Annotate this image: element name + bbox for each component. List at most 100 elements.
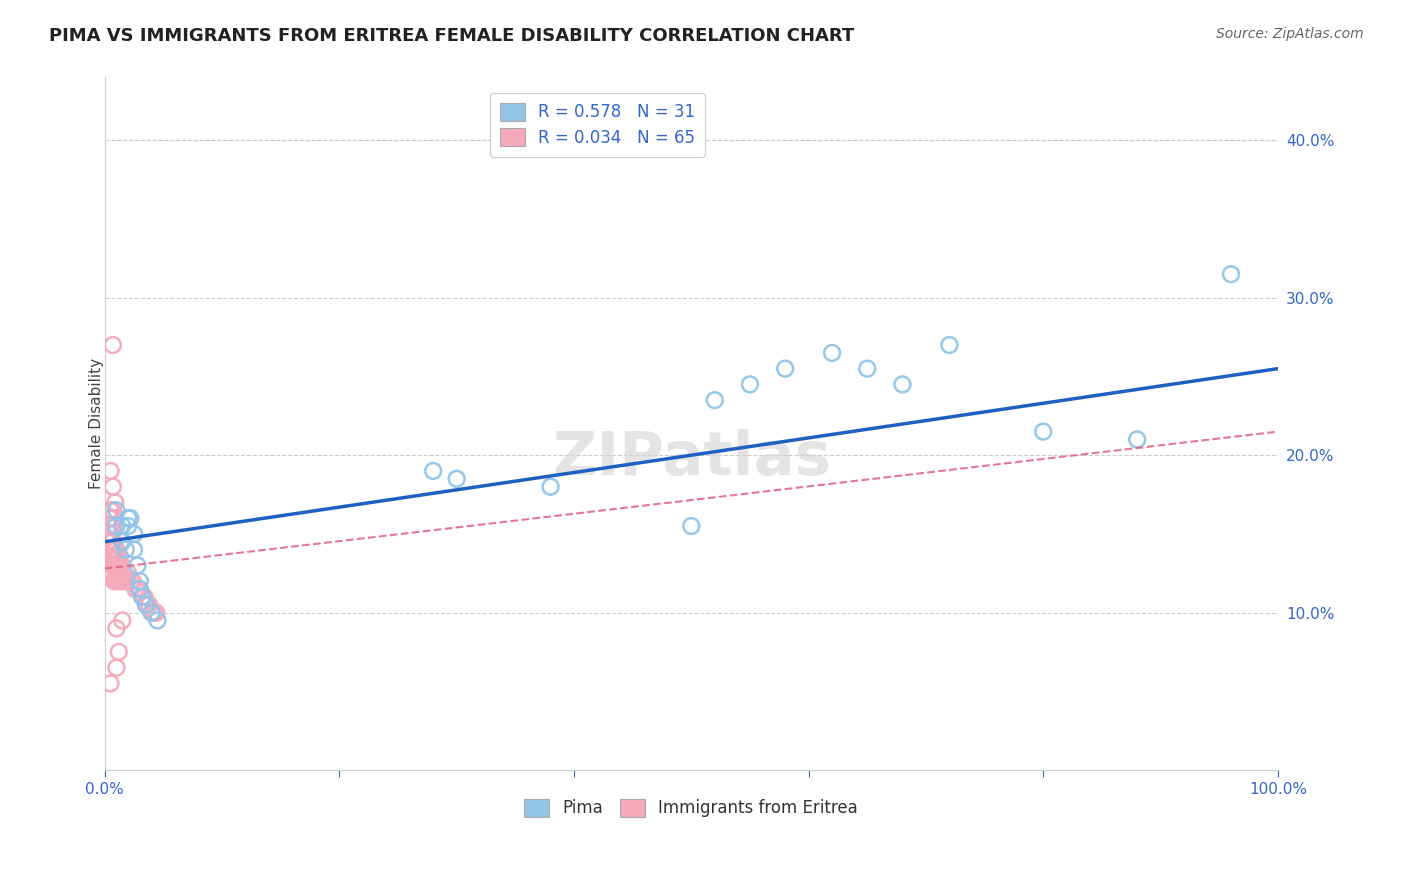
Point: [107, 566, 129, 581]
Point: [101, 550, 124, 565]
Point: [100, 503, 122, 517]
Point: [135, 598, 157, 612]
Point: [100, 511, 122, 525]
Point: [103, 542, 125, 557]
Point: [104, 558, 127, 573]
Point: [107, 645, 129, 659]
Point: [446, 472, 468, 486]
Point: [112, 566, 135, 581]
Point: [97, 550, 120, 565]
Point: [1126, 433, 1149, 447]
Point: [127, 582, 149, 596]
Point: [104, 542, 127, 557]
Point: [681, 519, 703, 533]
Point: [103, 558, 125, 573]
Point: [101, 534, 124, 549]
Point: [100, 550, 122, 565]
Point: [105, 503, 128, 517]
Point: [128, 582, 150, 596]
Point: [128, 582, 150, 596]
Point: [142, 606, 165, 620]
Point: [100, 542, 122, 557]
Point: [103, 574, 125, 588]
Point: [96, 534, 118, 549]
Point: [100, 534, 122, 549]
Point: [120, 574, 142, 588]
Point: [122, 542, 145, 557]
Point: [121, 574, 143, 588]
Point: [703, 393, 725, 408]
Point: [104, 574, 127, 588]
Point: [111, 574, 134, 588]
Point: [117, 511, 139, 525]
Point: [100, 527, 122, 541]
Point: [117, 566, 139, 581]
Point: [1032, 425, 1054, 439]
Point: [141, 606, 163, 620]
Point: [146, 614, 169, 628]
Point: [100, 676, 122, 690]
Point: [97, 519, 120, 533]
Point: [100, 519, 122, 533]
Point: [98, 542, 121, 557]
Point: [101, 519, 124, 533]
Point: [111, 519, 134, 533]
Point: [105, 542, 128, 557]
Point: [100, 558, 122, 573]
Point: [111, 558, 134, 573]
Text: PIMA VS IMMIGRANTS FROM ERITREA FEMALE DISABILITY CORRELATION CHART: PIMA VS IMMIGRANTS FROM ERITREA FEMALE D…: [49, 27, 855, 45]
Point: [114, 542, 136, 557]
Point: [141, 606, 163, 620]
Point: [111, 534, 134, 549]
Point: [134, 590, 156, 604]
Point: [1220, 267, 1243, 281]
Point: [100, 542, 122, 557]
Point: [122, 527, 145, 541]
Point: [131, 590, 153, 604]
Point: [135, 598, 157, 612]
Point: [128, 574, 150, 588]
Point: [856, 361, 879, 376]
Point: [100, 464, 122, 478]
Text: Source: ZipAtlas.com: Source: ZipAtlas.com: [1216, 27, 1364, 41]
Point: [117, 519, 139, 533]
Y-axis label: Female Disability: Female Disability: [89, 359, 104, 490]
Point: [98, 527, 121, 541]
Point: [124, 582, 146, 596]
Point: [105, 621, 128, 635]
Point: [105, 661, 128, 675]
Point: [101, 503, 124, 517]
Legend: Pima, Immigrants from Eritrea: Pima, Immigrants from Eritrea: [517, 792, 865, 824]
Point: [422, 464, 444, 478]
Point: [138, 598, 160, 612]
Point: [145, 606, 167, 620]
Point: [105, 566, 128, 581]
Point: [104, 495, 127, 509]
Point: [773, 361, 796, 376]
Point: [120, 511, 142, 525]
Point: [108, 574, 131, 588]
Point: [738, 377, 761, 392]
Point: [938, 338, 960, 352]
Point: [105, 550, 128, 565]
Point: [115, 574, 138, 588]
Point: [821, 346, 844, 360]
Point: [98, 511, 121, 525]
Point: [107, 550, 129, 565]
Point: [107, 558, 129, 573]
Point: [114, 574, 136, 588]
Point: [101, 480, 124, 494]
Point: [540, 480, 562, 494]
Point: [110, 566, 132, 581]
Point: [105, 519, 128, 533]
Point: [111, 614, 134, 628]
Point: [108, 558, 131, 573]
Point: [103, 519, 125, 533]
Text: ZIPatlas: ZIPatlas: [551, 429, 831, 488]
Point: [107, 574, 129, 588]
Point: [101, 566, 124, 581]
Point: [891, 377, 914, 392]
Point: [127, 558, 149, 573]
Point: [114, 574, 136, 588]
Point: [131, 590, 153, 604]
